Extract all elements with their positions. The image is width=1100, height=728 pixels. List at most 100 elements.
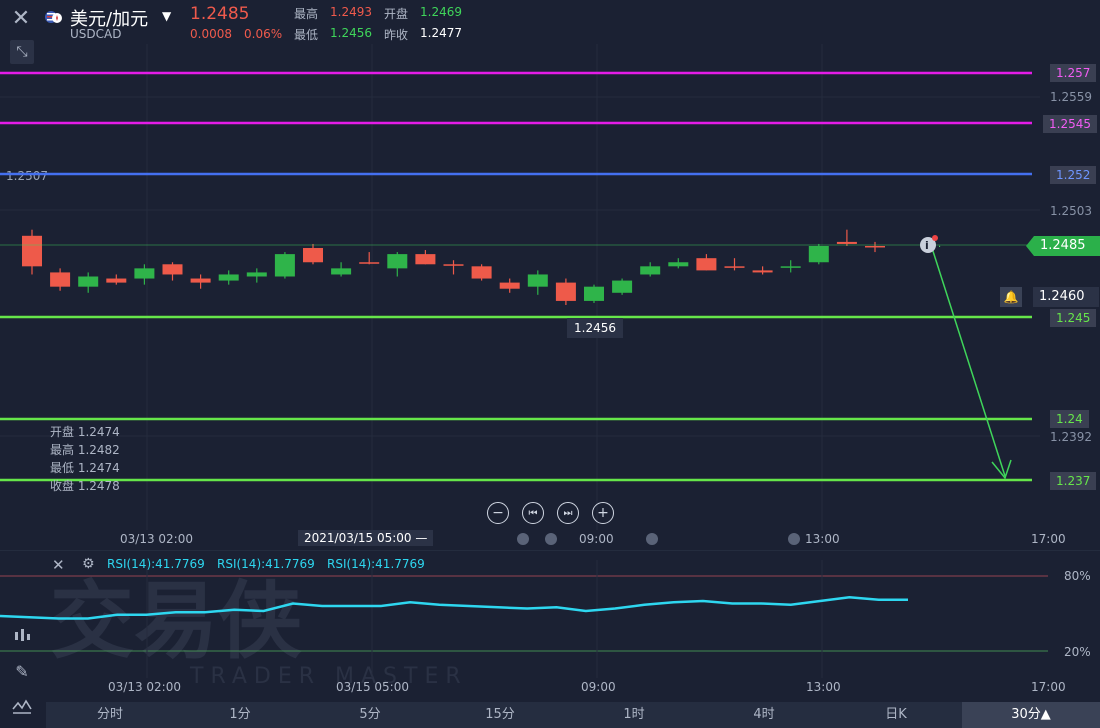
tab-1h[interactable]: 1时 [623,707,645,722]
close-icon[interactable]: ✕ [11,6,31,31]
tab-1m[interactable]: 1分 [229,707,251,722]
candle-body [808,245,829,263]
projection-arrow [931,247,1006,477]
collapse-icon[interactable]: ⤡ [10,40,34,64]
tab-30m[interactable]: 30分▲ [962,702,1100,728]
candle-body [836,241,857,244]
candles [22,229,885,305]
candle-body [584,286,604,301]
projection-arrowhead-icon [991,459,1012,480]
rsi-upper-label: 80% [1064,569,1091,583]
event-dot-icon[interactable] [545,533,557,545]
level-badge-124: 1.24 [1050,410,1089,428]
rsi-time-1: 03/13 02:00 [108,680,181,694]
low-price-tooltip: 1.2456 [567,318,623,338]
zoom-out-button[interactable]: − [487,502,509,524]
event-dot-icon[interactable] [788,533,800,545]
zoom-in-button[interactable]: + [592,502,614,524]
rsi-time-5: 17:00 [1031,680,1066,694]
pair-name[interactable]: 美元/加元 [70,9,149,30]
candle-body [303,248,323,263]
tab-5m[interactable]: 5分 [359,707,381,722]
candle-body [780,266,801,268]
skip-end-button[interactable]: ⏭ [557,502,579,524]
candle-body [78,276,99,287]
level-badge-1252: 1.252 [1050,166,1097,184]
draw-pencil-icon[interactable]: ✎ [15,662,29,681]
tab-timeshare[interactable]: 分时 [96,707,123,722]
candle-body [724,266,745,268]
candle-body [218,274,239,281]
close-rsi-icon[interactable]: ✕ [52,556,65,574]
pair-code: USDCAD [70,27,122,41]
chart-grid [0,44,1040,530]
rsi-time-4: 13:00 [806,680,841,694]
rsi-lower-label: 20% [1064,645,1091,659]
open-value: 1.2469 [420,5,462,19]
tab-4h[interactable]: 4时 [753,707,775,722]
info-icon[interactable] [920,237,936,253]
candle-body [471,266,492,279]
candle-body [415,254,436,265]
low-value: 1.2456 [330,26,372,40]
axis-tick-2: 1.2503 [1050,204,1092,218]
ohlc-open: 开盘 1.2474 [50,425,120,439]
rsi-time-2: 03/15 05:00 [336,680,409,694]
rsi-time-3: 09:00 [581,680,616,694]
candle-body [696,258,717,271]
alert-price[interactable]: 1.2460 [1033,287,1099,307]
candle-body [22,235,42,267]
high-value: 1.2493 [330,5,372,19]
svg-text:i: i [925,239,929,252]
event-dot-icon[interactable] [646,533,658,545]
tab-daily[interactable]: 日K [885,707,907,722]
candle-body [50,272,71,287]
svg-text:·: · [938,242,941,253]
candle-body [246,272,267,277]
rsi-line [0,596,908,620]
price-chart[interactable]: 1.2507 i · [0,0,1100,550]
left-level-label: 1.2507 [6,169,48,183]
high-label: 最高 [294,7,319,21]
level-badge-1245: 1.245 [1050,309,1097,327]
timeframe-tabs: 分时 1分 5分 15分 1时 4时 日K 30分▲ [46,702,1100,728]
indicator-icon[interactable] [10,696,34,720]
prev-close-value: 1.2477 [420,26,462,40]
candle-body [640,266,661,275]
candle-body [443,264,464,266]
pair-dropdown-caret-icon[interactable]: ▼ [162,9,172,23]
ohlc-high: 最高 1.2482 [50,443,120,457]
time-crosshair-label: 2021/03/15 05:00 — [298,530,434,546]
axis-tick-3: 1.2392 [1050,430,1092,444]
tab-15m[interactable]: 15分 [485,707,515,722]
level-badge-12545: 1.2545 [1043,115,1097,133]
time-label-4: 13:00 [805,532,840,546]
last-price-badge: 1.2485 [1026,236,1100,256]
ohlc-close: 收盘 1.2478 [50,479,120,493]
price-change-pct: 0.06% [244,27,283,41]
candle-body [752,270,773,273]
candle-body [865,245,885,248]
rsi-label-2: RSI(14):41.7769 [217,557,315,571]
skip-start-button[interactable]: ⏮ [522,502,544,524]
candle-body [387,254,408,269]
price-change: 0.0008 [190,27,232,41]
time-label-1: 03/13 02:00 [120,532,193,546]
us-ca-flag-icon [45,11,62,23]
rsi-chart[interactable]: 交易侠 TRADER MASTER [0,550,1100,702]
settings-gear-icon[interactable]: ⚙ [82,556,95,572]
ohlc-low: 最低 1.2474 [50,461,120,475]
time-label-3: 09:00 [579,532,614,546]
level-badge-1237: 1.237 [1050,472,1097,490]
candle-body [527,274,548,287]
candle-body [555,282,576,301]
rsi-label-3: RSI(14):41.7769 [327,557,425,571]
event-dot-icon[interactable] [517,533,529,545]
level-badge-1257: 1.257 [1050,64,1097,82]
time-label-5: 17:00 [1031,532,1066,546]
bell-icon[interactable]: 🔔 [1000,287,1022,307]
candle-body [274,254,295,277]
candlestick-tool-icon[interactable] [10,626,34,650]
low-label: 最低 [294,28,319,42]
candle-body [190,278,211,283]
